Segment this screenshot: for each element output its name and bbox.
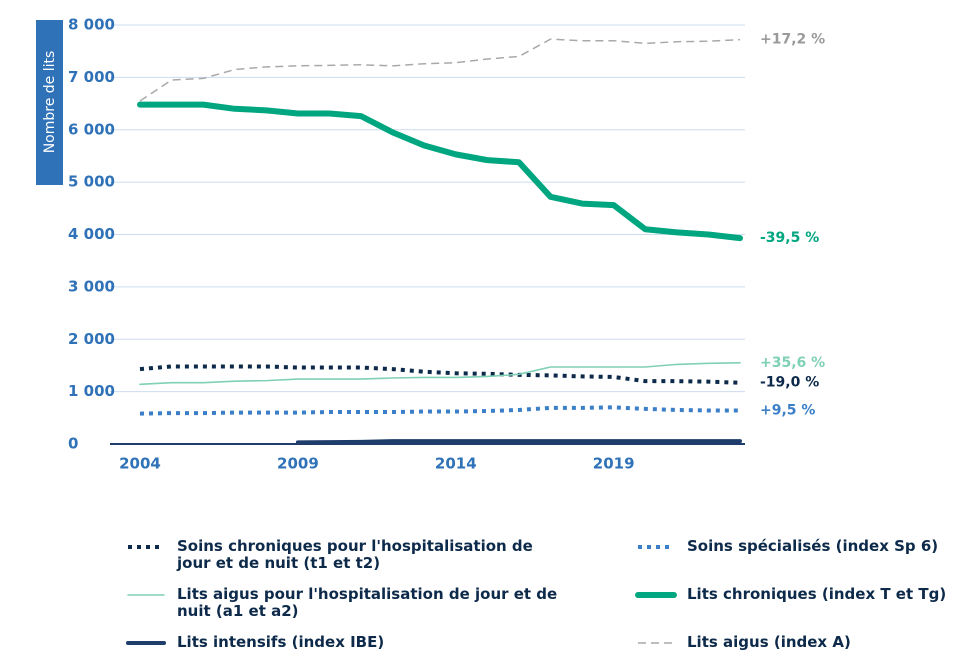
legend-label: Soins chroniques pour l'hospitalisation … — [177, 537, 533, 572]
legend-swatch — [128, 545, 164, 549]
legend-item: Soins spécialisés (index Sp 6) — [635, 538, 975, 555]
series-line — [139, 38, 741, 102]
legend-item: Lits aigus pour l'hospitalisation de jou… — [125, 586, 575, 620]
change-label: +17,2 % — [760, 32, 825, 48]
x-tick-label: 2014 — [435, 455, 477, 473]
legend-item: Lits aigus (index A) — [635, 634, 975, 651]
y-tick-label: 0 — [68, 435, 78, 453]
change-label: -39,5 % — [760, 230, 819, 246]
x-tick-label: 2019 — [593, 455, 635, 473]
y-tick-label: 4 000 — [68, 225, 115, 243]
y-tick-label: 6 000 — [68, 120, 115, 138]
chart: Nombre de lits 0 1 000 2 000 3 000 4 000 5 00… — [36, 16, 825, 473]
change-label: -19,0 % — [760, 375, 819, 391]
series-line — [137, 101, 743, 242]
legend-swatch — [638, 642, 674, 644]
series-line — [139, 405, 740, 416]
y-label-box — [36, 20, 63, 185]
legend-item: Lits chroniques (index T et Tg) — [635, 586, 975, 603]
legend-swatch — [638, 545, 674, 549]
legend-swatch — [127, 594, 165, 596]
y-tick-label: 8 000 — [68, 16, 115, 34]
legend-label: Soins spécialisés (index Sp 6) — [687, 537, 939, 555]
x-tick-label: 2004 — [119, 455, 161, 473]
y-axis-label: Nombre de lits — [42, 51, 58, 154]
legend-swatch — [126, 641, 166, 645]
legend-label: Lits aigus pour l'hospitalisation de jou… — [177, 585, 558, 620]
legend-label: Lits chroniques (index T et Tg) — [687, 585, 947, 603]
x-tick-label: 2009 — [277, 455, 319, 473]
legend-label: Lits intensifs (index IBE) — [177, 633, 385, 651]
y-tick-label: 5 000 — [68, 173, 115, 191]
change-label: +9,5 % — [760, 402, 815, 418]
series-line — [139, 364, 741, 385]
y-tick-label: 3 000 — [68, 277, 115, 295]
legend-label: Lits aigus (index A) — [687, 633, 851, 651]
series-line — [139, 362, 741, 386]
legend-swatch — [635, 592, 677, 598]
y-tick-label: 7 000 — [68, 68, 115, 86]
y-tick-label: 2 000 — [68, 330, 115, 348]
series-line — [295, 439, 742, 445]
legend-item: Lits intensifs (index IBE) — [125, 634, 575, 651]
change-label: +35,6 % — [760, 355, 825, 371]
legend-item: Soins chroniques pour l'hospitalisation … — [125, 538, 575, 572]
y-tick-label: 1 000 — [68, 382, 115, 400]
